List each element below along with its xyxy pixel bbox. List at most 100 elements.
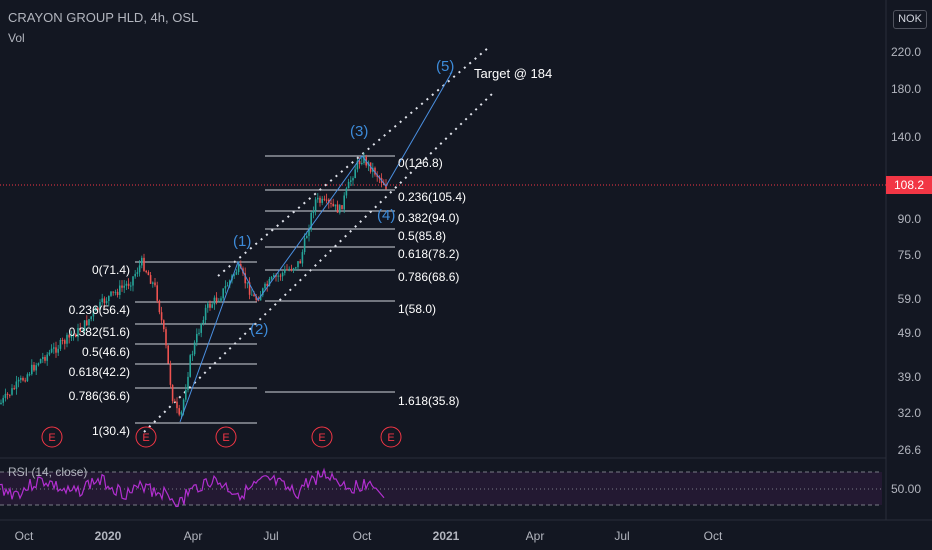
- candlestick-series: [0, 152, 387, 419]
- volume-label[interactable]: Vol: [8, 31, 25, 45]
- candle-body: [64, 340, 66, 344]
- candle-body: [132, 276, 134, 286]
- candle-body: [136, 272, 139, 274]
- time-axis-label: 2020: [95, 529, 122, 543]
- candle-body: [11, 388, 13, 395]
- candle-body: [268, 278, 271, 286]
- candle-body: [165, 329, 167, 346]
- candle-body: [266, 283, 268, 286]
- time-axis-label: Oct: [353, 529, 372, 543]
- candle-body: [176, 401, 178, 409]
- wave-label-4: (4): [377, 207, 395, 224]
- candle-body: [141, 257, 143, 266]
- candle-body: [374, 167, 376, 175]
- candle-body: [178, 408, 180, 415]
- candle-body: [262, 288, 264, 296]
- candle-body: [336, 204, 339, 213]
- candle-body: [237, 264, 240, 273]
- candle-body: [301, 252, 304, 264]
- earnings-marker-label: E: [222, 432, 229, 444]
- candle-body: [350, 180, 352, 182]
- candle-body: [90, 316, 92, 320]
- earnings-marker-icon[interactable]: [311, 426, 333, 448]
- candle-body: [72, 334, 75, 337]
- candle-body: [224, 286, 227, 289]
- wave-label-2: (2): [250, 321, 268, 338]
- price-axis-label: 49.0: [898, 326, 922, 340]
- price-axis-label: 75.0: [898, 248, 922, 262]
- earnings-marker-icon[interactable]: [215, 426, 237, 448]
- fib-right-label: 0.5(85.8): [398, 229, 446, 243]
- candle-body: [270, 276, 273, 279]
- candle-body: [50, 348, 53, 353]
- earnings-marker-icon[interactable]: [41, 426, 63, 448]
- candle-body: [257, 299, 260, 301]
- earnings-marker-icon[interactable]: [380, 426, 402, 448]
- price-axis-label: 26.6: [898, 443, 922, 457]
- candle-body: [145, 270, 147, 273]
- candle-body: [334, 204, 337, 207]
- wave-label-1: (1): [233, 233, 251, 250]
- earnings-marker-icon[interactable]: [135, 426, 157, 448]
- candle-body: [26, 374, 29, 382]
- candle-body: [295, 267, 297, 269]
- candle-body: [332, 203, 334, 207]
- candle-body: [160, 312, 163, 321]
- elliott-wave-lines: [179, 71, 453, 423]
- candle-body: [303, 238, 306, 253]
- price-axis-label: 180.0: [891, 82, 921, 96]
- candle-body: [28, 374, 31, 376]
- wave-label-3: (3): [350, 123, 368, 140]
- fib-right-label: 0.382(94.0): [398, 211, 459, 225]
- time-axis-label: Jul: [263, 529, 278, 543]
- candle-body: [92, 311, 95, 317]
- rsi-axis-label: 50.00: [891, 482, 921, 496]
- candle-body: [169, 363, 172, 385]
- candle-body: [31, 364, 33, 375]
- candle-body: [125, 283, 128, 286]
- candle-body: [70, 336, 73, 338]
- fib-right-label: 1.618(35.8): [398, 394, 459, 408]
- rsi-indicator-label[interactable]: RSI (14, close): [8, 465, 88, 479]
- currency-button[interactable]: NOK: [893, 10, 927, 29]
- price-axis-label: 59.0: [898, 292, 922, 306]
- candle-body: [196, 333, 198, 343]
- candle-body: [39, 359, 42, 364]
- candle-body: [77, 328, 79, 338]
- candle-body: [154, 282, 156, 286]
- candle-body: [114, 291, 117, 293]
- candle-body: [310, 212, 312, 230]
- candle-body: [116, 291, 119, 295]
- candle-body: [2, 397, 4, 403]
- fib-left-label: 0(71.4): [92, 263, 130, 277]
- candle-body: [147, 272, 150, 276]
- fib-left-label: 0.236(56.4): [69, 303, 130, 317]
- price-axis: 220.0 180.0 140.0 90.0 75.0 59.0 49.0 39.0 32.0 2…: [891, 45, 921, 496]
- wave-path: [179, 71, 453, 423]
- candle-body: [198, 332, 200, 334]
- time-axis: Oct 2020 Apr Jul Oct 2021 Apr Jul Oct: [15, 529, 723, 543]
- time-axis-label: Oct: [704, 529, 723, 543]
- candle-body: [37, 363, 40, 366]
- candle-body: [174, 401, 176, 403]
- candle-body: [226, 285, 229, 287]
- target-label: Target @ 184: [474, 66, 552, 81]
- candle-body: [20, 378, 22, 380]
- candle-body: [290, 268, 293, 271]
- candle-body: [319, 197, 321, 203]
- candle-body: [286, 269, 288, 271]
- candle-body: [259, 295, 262, 301]
- candle-body: [200, 323, 202, 333]
- candle-body: [130, 285, 132, 287]
- candle-body: [218, 300, 220, 302]
- earnings-marker-label: E: [142, 432, 149, 444]
- candle-body: [215, 297, 218, 302]
- candle-body: [363, 156, 365, 163]
- candle-body: [105, 301, 108, 304]
- candle-body: [44, 357, 46, 361]
- candle-body: [156, 285, 158, 301]
- candle-body: [127, 283, 130, 286]
